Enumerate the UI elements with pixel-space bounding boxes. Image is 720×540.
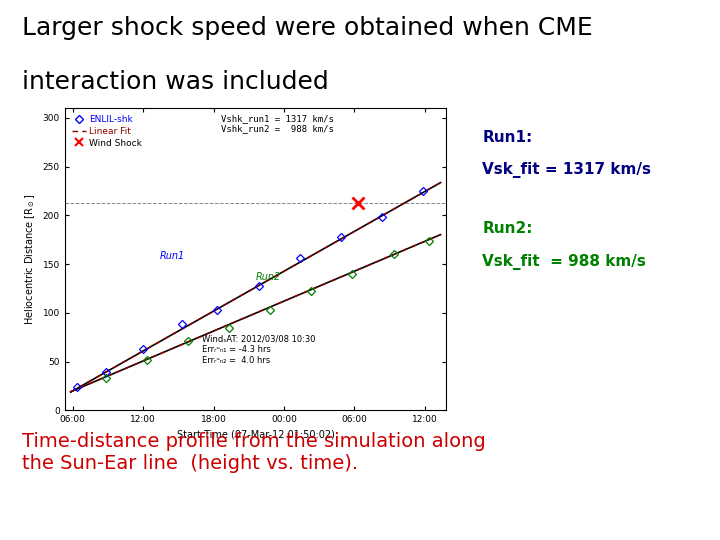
Text: Vshk_run1 = 1317 km/s
Vshk_run2 =  988 km/s: Vshk_run1 = 1317 km/s Vshk_run2 = 988 km… <box>221 114 334 133</box>
Text: interaction was included: interaction was included <box>22 70 328 94</box>
Text: Run2: Run2 <box>256 272 281 282</box>
X-axis label: Start Time (07-Mar-12 01:50:02): Start Time (07-Mar-12 01:50:02) <box>176 430 335 440</box>
Text: Run2:: Run2: <box>482 221 533 237</box>
Y-axis label: Heliocentric Distance [R$_\odot$]: Heliocentric Distance [R$_\odot$] <box>23 194 37 325</box>
Legend: ENLIL-shk, Linear Fit, Wind Shock: ENLIL-shk, Linear Fit, Wind Shock <box>69 112 145 150</box>
Text: Vsk_fit = 1317 km/s: Vsk_fit = 1317 km/s <box>482 162 652 178</box>
Text: Run1: Run1 <box>160 251 186 261</box>
Text: Run1:: Run1: <box>482 130 533 145</box>
Text: Time-distance profile from the simulation along
the Sun-Ear line  (height vs. ti: Time-distance profile from the simulatio… <box>22 432 485 473</box>
Text: Larger shock speed were obtained when CME: Larger shock speed were obtained when CM… <box>22 16 593 40</box>
Text: WindₛAT: 2012/03/08 10:30
Errᵣᵘₙ₁ = -4.3 hrs
Errᵣᵘₙ₂ =  4.0 hrs: WindₛAT: 2012/03/08 10:30 Errᵣᵘₙ₁ = -4.3… <box>202 335 315 365</box>
Text: Vsk_fit  = 988 km/s: Vsk_fit = 988 km/s <box>482 254 647 270</box>
